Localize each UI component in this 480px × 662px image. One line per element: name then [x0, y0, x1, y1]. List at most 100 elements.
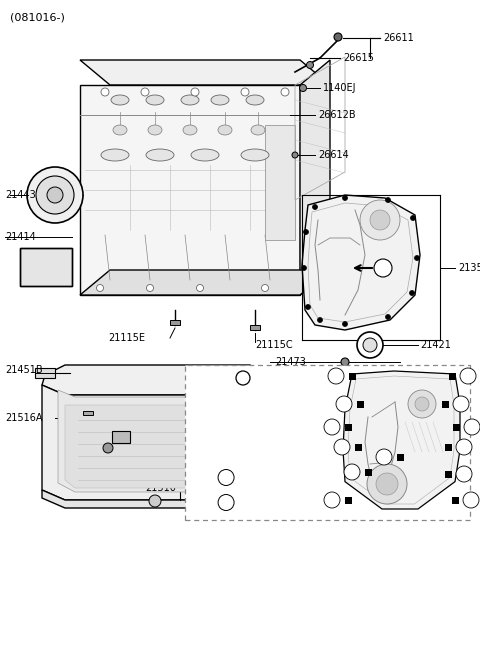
Circle shape	[312, 205, 317, 209]
Bar	[357, 401, 363, 408]
Circle shape	[292, 152, 298, 158]
Text: 21115E: 21115E	[108, 333, 145, 343]
Circle shape	[341, 358, 349, 366]
Polygon shape	[343, 371, 460, 509]
Polygon shape	[65, 395, 245, 488]
Text: 26614: 26614	[318, 150, 349, 160]
Text: SYMBOL: SYMBOL	[205, 448, 247, 457]
Ellipse shape	[148, 125, 162, 135]
Text: a: a	[330, 495, 335, 504]
Circle shape	[262, 285, 268, 291]
Circle shape	[149, 495, 161, 507]
Circle shape	[410, 216, 416, 220]
Text: 21115C: 21115C	[255, 340, 293, 350]
Circle shape	[357, 332, 383, 358]
Bar	[444, 444, 452, 451]
Polygon shape	[58, 390, 255, 492]
Text: 21516A: 21516A	[5, 413, 43, 423]
Circle shape	[464, 419, 480, 435]
Text: 21414: 21414	[5, 232, 36, 242]
Text: A: A	[240, 373, 246, 383]
Text: 1140GD: 1140GD	[280, 473, 317, 482]
Text: (081016-): (081016-)	[10, 13, 65, 23]
Text: b: b	[342, 399, 347, 408]
Circle shape	[460, 368, 476, 384]
Circle shape	[367, 464, 407, 504]
Circle shape	[191, 88, 199, 96]
Bar	[448, 373, 456, 379]
Text: 21510: 21510	[145, 483, 176, 493]
Circle shape	[146, 285, 154, 291]
Bar	[345, 496, 351, 504]
Ellipse shape	[146, 149, 174, 161]
Circle shape	[324, 492, 340, 508]
Polygon shape	[80, 85, 300, 295]
Ellipse shape	[218, 125, 232, 135]
Circle shape	[456, 466, 472, 482]
Circle shape	[334, 33, 342, 41]
Bar	[355, 444, 361, 451]
Circle shape	[96, 285, 104, 291]
Text: b: b	[223, 498, 229, 507]
Ellipse shape	[241, 149, 269, 161]
Text: 26611: 26611	[383, 33, 414, 43]
Circle shape	[360, 200, 400, 240]
Circle shape	[101, 88, 109, 96]
Text: b: b	[382, 453, 386, 461]
Text: a: a	[334, 371, 338, 381]
Polygon shape	[80, 60, 330, 85]
Polygon shape	[42, 385, 268, 500]
Bar	[348, 373, 356, 379]
Text: PNC: PNC	[288, 448, 309, 457]
Circle shape	[343, 322, 348, 326]
Text: A: A	[380, 263, 386, 273]
Text: b: b	[462, 442, 467, 451]
Text: a: a	[468, 495, 473, 504]
Polygon shape	[80, 270, 330, 295]
Ellipse shape	[211, 95, 229, 105]
Text: a: a	[466, 371, 470, 381]
Text: 26615: 26615	[343, 53, 374, 63]
Circle shape	[409, 291, 415, 295]
Bar	[453, 424, 459, 430]
Text: 21350F: 21350F	[458, 263, 480, 273]
Circle shape	[141, 88, 149, 96]
Text: 21473: 21473	[275, 357, 306, 367]
Polygon shape	[42, 490, 268, 508]
Circle shape	[463, 492, 479, 508]
Circle shape	[374, 259, 392, 277]
Circle shape	[307, 62, 313, 68]
Ellipse shape	[146, 95, 164, 105]
Text: VIEW: VIEW	[198, 385, 234, 398]
Bar	[396, 453, 404, 461]
Circle shape	[218, 495, 234, 510]
Bar	[20, 248, 72, 286]
Polygon shape	[300, 60, 330, 295]
Ellipse shape	[251, 125, 265, 135]
Text: 21513A: 21513A	[130, 438, 168, 448]
Text: a: a	[224, 473, 228, 482]
Circle shape	[415, 397, 429, 411]
Circle shape	[336, 396, 352, 412]
Circle shape	[453, 396, 469, 412]
Bar	[20, 248, 72, 286]
Circle shape	[305, 305, 311, 310]
Circle shape	[334, 439, 350, 455]
Polygon shape	[265, 125, 295, 240]
Circle shape	[415, 256, 420, 261]
Text: 21421: 21421	[420, 340, 451, 350]
FancyBboxPatch shape	[185, 365, 470, 520]
Circle shape	[343, 195, 348, 201]
Bar	[444, 471, 452, 477]
Circle shape	[236, 371, 250, 385]
Circle shape	[241, 88, 249, 96]
Circle shape	[303, 230, 309, 234]
Text: b: b	[349, 467, 354, 477]
Bar	[112, 431, 130, 443]
Ellipse shape	[113, 125, 127, 135]
Circle shape	[376, 449, 392, 465]
Ellipse shape	[181, 95, 199, 105]
Text: 21443: 21443	[5, 190, 36, 200]
Text: a: a	[469, 422, 474, 432]
Text: 21512: 21512	[75, 453, 106, 463]
